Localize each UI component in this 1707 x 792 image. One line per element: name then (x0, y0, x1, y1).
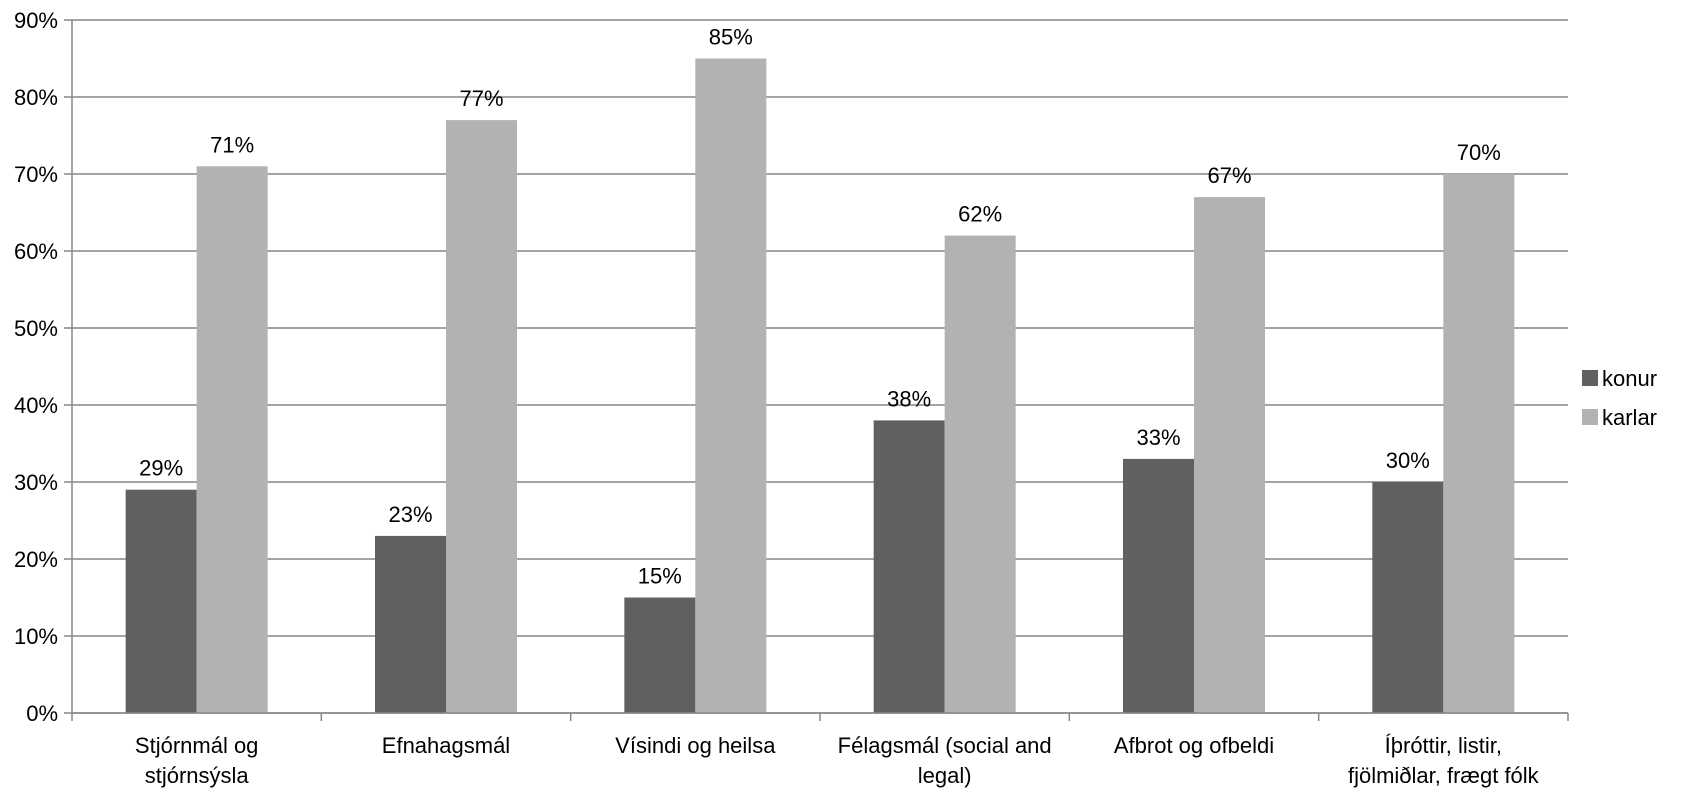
y-tick-label: 40% (14, 393, 58, 418)
y-tick-label: 50% (14, 316, 58, 341)
bar-konur (624, 597, 696, 713)
data-label: 23% (388, 502, 432, 527)
x-category-label: Efnahagsmál (382, 733, 510, 758)
x-category-label: Vísindi og heilsa (615, 733, 776, 758)
legend-label-konur: konur (1602, 366, 1657, 391)
bar-karlar (695, 58, 767, 713)
bar-karlar (1194, 197, 1265, 714)
data-label: 62% (958, 202, 1002, 227)
data-label: 85% (709, 25, 753, 50)
y-tick-label: 90% (14, 8, 58, 33)
bar-karlar (1443, 174, 1515, 713)
bar-konur (873, 420, 945, 713)
data-label: 30% (1386, 448, 1430, 473)
y-tick-label: 80% (14, 85, 58, 110)
y-tick-label: 10% (14, 624, 58, 649)
bar-konur (1123, 458, 1194, 713)
bar-konur (1372, 482, 1444, 713)
data-label: 71% (210, 132, 254, 157)
legend: konur karlar (1582, 366, 1657, 430)
x-category-label: Íþróttir, listir, (1385, 733, 1502, 758)
legend-swatch-konur (1582, 370, 1598, 386)
bar-karlar (196, 166, 268, 714)
y-axis: 0% 10% 20% 30% 40% 50% 60% 70% 80% 90% (14, 8, 73, 726)
y-tick-label: 20% (14, 547, 58, 572)
x-category-label: fjölmiðlar, frægt fólk (1348, 763, 1540, 788)
x-category-label: Afbrot og ofbeldi (1114, 733, 1274, 758)
x-category-label: Félagsmál (social and (838, 733, 1052, 758)
bars (125, 58, 1515, 714)
bar-karlar (944, 235, 1016, 713)
x-category-label: stjórnsýsla (145, 763, 250, 788)
y-tick-label: 70% (14, 162, 58, 187)
data-label: 15% (638, 564, 682, 589)
y-tick-label: 0% (26, 701, 58, 726)
data-labels: 29% 71% 23% 77% 15% 85% 38% 62% 33% 67% 30% 70% (139, 25, 1501, 589)
legend-label-karlar: karlar (1602, 405, 1657, 430)
legend-swatch-karlar (1582, 409, 1598, 425)
y-tick-label: 60% (14, 239, 58, 264)
x-axis: Stjórnmál og stjórnsýsla Efnahagsmál Vísind… (71, 712, 1569, 788)
x-category-label: Stjórnmál og (135, 733, 259, 758)
x-category-label: legal) (918, 763, 972, 788)
data-label: 38% (887, 386, 931, 411)
bar-karlar (446, 120, 517, 714)
data-label: 70% (1457, 140, 1501, 165)
data-label: 77% (459, 86, 503, 111)
gridlines (72, 19, 1568, 714)
data-label: 29% (139, 456, 183, 481)
data-label: 33% (1136, 425, 1180, 450)
y-tick-label: 30% (14, 470, 58, 495)
bar-konur (125, 489, 197, 713)
data-label: 67% (1207, 163, 1251, 188)
bar-konur (375, 535, 446, 713)
